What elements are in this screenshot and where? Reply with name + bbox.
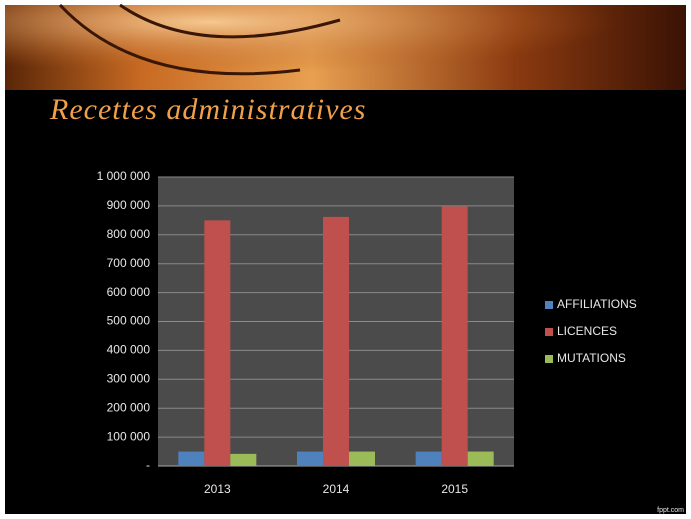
legend-label: AFFILIATIONS: [557, 297, 637, 311]
y-tick-label: 100 000: [107, 429, 151, 443]
bar: [441, 206, 468, 466]
y-tick-label: 800 000: [107, 227, 151, 241]
y-tick-label: 700 000: [107, 256, 151, 270]
chart-title: Recettes administratives: [49, 93, 366, 126]
legend-swatch: [545, 328, 553, 336]
legend-swatch: [545, 301, 553, 309]
y-tick-label: 300 000: [107, 371, 151, 385]
bar: [415, 451, 442, 466]
y-tick-label: 200 000: [107, 400, 151, 414]
x-tick-label: 2013: [204, 482, 231, 496]
x-tick-label: 2014: [323, 482, 350, 496]
y-tick-label: 500 000: [107, 314, 151, 328]
legend-label: LICENCES: [557, 324, 617, 338]
banner-ball: [5, 5, 686, 90]
bar: [204, 220, 231, 466]
y-tick-label: 1 000 000: [97, 169, 151, 183]
bar: [230, 453, 257, 466]
ball-seam: [119, 3, 341, 39]
bar: [349, 451, 375, 466]
y-tick-label: 400 000: [107, 343, 151, 357]
ball-seam: [58, 3, 301, 76]
watermark: fppt.com: [657, 507, 684, 514]
legend-label: MUTATIONS: [557, 351, 626, 365]
y-tick-label: 900 000: [107, 198, 151, 212]
y-tick-label: 600 000: [107, 285, 151, 299]
bar: [467, 451, 494, 466]
bar: [323, 216, 349, 466]
bar: [178, 451, 205, 466]
x-tick-label: 2015: [441, 482, 468, 496]
bar: [297, 451, 323, 466]
legend-swatch: [545, 355, 553, 363]
y-tick-label: -: [146, 458, 150, 472]
